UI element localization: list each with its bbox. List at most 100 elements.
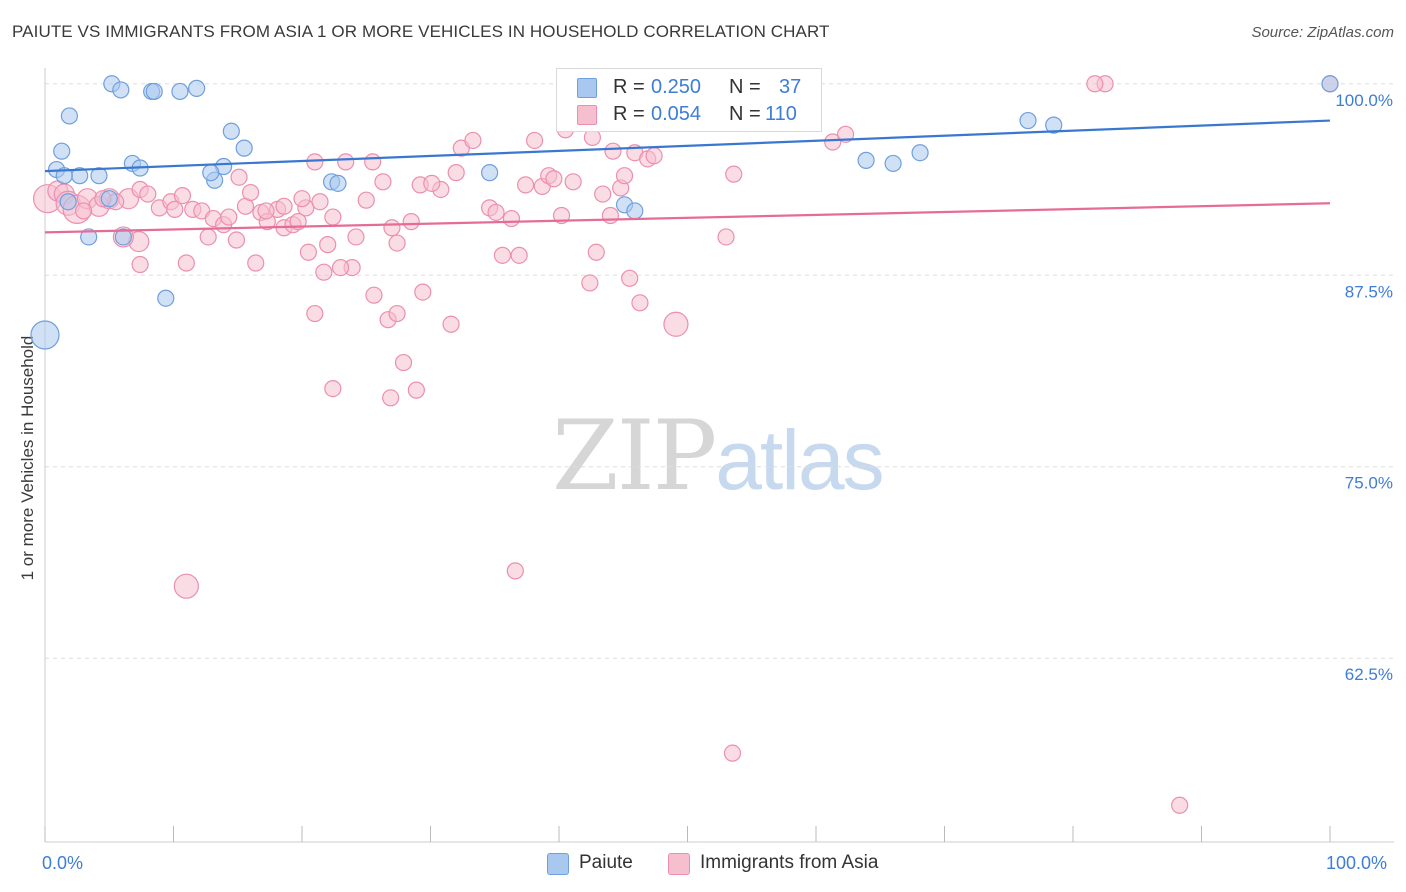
- paiute-point: [884, 154, 902, 173]
- asia-point: [615, 167, 634, 185]
- y-tick-labels: 100.0% 87.5% 75.0% 62.5%: [1335, 91, 1393, 684]
- paiute-point: [59, 193, 77, 211]
- asia-point: [388, 304, 406, 323]
- paiute-point: [188, 79, 206, 97]
- asia-point: [383, 219, 401, 237]
- paiute-point: [60, 107, 79, 125]
- asia-point: [275, 197, 293, 215]
- paiute-point: [100, 190, 118, 208]
- asia-point: [324, 208, 342, 226]
- paiute-point: [202, 164, 220, 182]
- asia-legend-label: Immigrants from Asia: [700, 852, 879, 873]
- paiute-point: [171, 82, 189, 101]
- asia-point: [1171, 796, 1189, 814]
- asia-point: [645, 147, 663, 165]
- asia-point: [293, 190, 311, 208]
- asia-point: [564, 173, 582, 191]
- asia-point: [601, 206, 620, 225]
- asia-point: [247, 254, 265, 272]
- paiute-trend-line: [44, 119, 1331, 173]
- paiute-swatch: [577, 78, 597, 98]
- paiute-point: [114, 228, 132, 246]
- y-tick-label: 62.5%: [1345, 665, 1393, 684]
- paiute-point: [90, 167, 108, 185]
- paiute-point: [911, 144, 929, 162]
- correlation-legend: R = 0.250 N = 37 R = 0.054 N = 110: [556, 68, 822, 132]
- asia-point: [173, 573, 199, 599]
- paiute-point: [481, 164, 499, 182]
- watermark-zip: ZIP: [552, 400, 717, 512]
- asia-point: [423, 174, 441, 192]
- asia-point: [516, 176, 535, 194]
- asia-trend-line: [44, 202, 1331, 234]
- asia-point: [493, 246, 512, 264]
- asia-point: [388, 234, 406, 252]
- x-max-label: 100.0%: [1326, 853, 1388, 873]
- paiute-point: [857, 151, 875, 169]
- asia-point: [510, 246, 528, 264]
- paiute-point: [157, 289, 175, 307]
- asia-point: [506, 562, 524, 580]
- asia-point: [306, 304, 324, 323]
- asia-point: [587, 243, 605, 261]
- asia-point: [442, 315, 460, 333]
- paiute-point: [53, 142, 71, 160]
- r-value: 0.250: [651, 76, 702, 98]
- asia-point: [257, 202, 275, 220]
- paiute-point: [55, 167, 73, 185]
- asia-point: [166, 200, 184, 218]
- asia-point: [836, 125, 855, 143]
- asia-point: [357, 191, 375, 209]
- asia-point: [545, 170, 563, 188]
- n-value: 37: [779, 76, 802, 98]
- asia-point: [581, 274, 599, 292]
- chart-title: PAIUTE VS IMMIGRANTS FROM ASIA 1 OR MORE…: [12, 22, 830, 41]
- paiute-point: [1321, 75, 1339, 93]
- asia-point: [315, 263, 333, 281]
- asia-point: [725, 165, 743, 183]
- paiute-legend-label: Paiute: [579, 852, 633, 873]
- asia-point: [364, 153, 382, 171]
- asia-legend-swatch: [668, 853, 690, 875]
- asia-point: [502, 209, 521, 228]
- asia-point: [324, 380, 342, 398]
- y-tick-label: 100.0%: [1335, 91, 1393, 110]
- watermark-atlas: atlas: [715, 413, 884, 507]
- asia-point: [464, 131, 482, 150]
- asia-point: [220, 208, 238, 226]
- asia-point: [1086, 75, 1104, 93]
- paiute-point: [626, 202, 644, 220]
- paiute-point: [222, 122, 240, 140]
- asia-point: [173, 187, 192, 205]
- asia-point: [74, 202, 93, 220]
- asia-point: [525, 131, 544, 150]
- asia-swatch: [577, 105, 597, 125]
- asia-point: [337, 153, 355, 171]
- asia-point: [374, 173, 392, 191]
- asia-point: [242, 183, 260, 202]
- asia-point: [663, 311, 689, 337]
- asia-point: [402, 213, 420, 231]
- axes: [44, 68, 1394, 843]
- paiute-point: [329, 174, 347, 192]
- asia-point: [594, 185, 612, 203]
- r-value: 0.054: [651, 103, 702, 125]
- asia-point: [311, 193, 329, 211]
- asia-point: [319, 236, 337, 254]
- paiute-point: [1045, 116, 1063, 134]
- y-tick-label: 75.0%: [1345, 474, 1393, 493]
- asia-point: [723, 744, 742, 762]
- asia-point: [306, 153, 324, 171]
- asia-point: [199, 228, 217, 246]
- asia-point: [394, 353, 413, 372]
- watermark: ZIPatlas: [552, 400, 885, 512]
- paiute-point: [112, 81, 130, 99]
- y-tick-label: 87.5%: [1345, 282, 1393, 301]
- n-value: 110: [765, 103, 797, 125]
- asia-point: [227, 231, 246, 249]
- asia-point: [299, 243, 318, 261]
- asia-point: [131, 255, 149, 274]
- series-immigrants-from-asia: [32, 75, 1339, 814]
- asia-point: [447, 164, 465, 182]
